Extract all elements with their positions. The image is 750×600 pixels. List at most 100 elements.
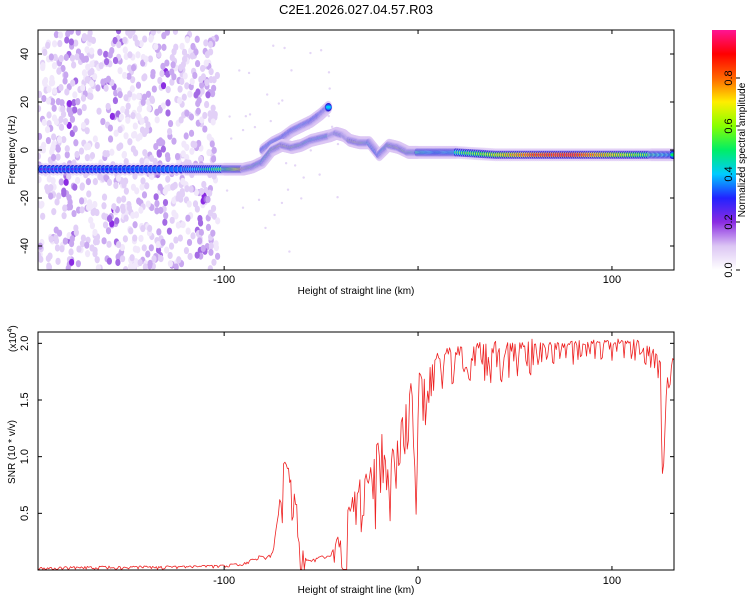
noise-speckle — [205, 223, 212, 232]
noise-speckle — [140, 224, 146, 233]
spectrogram-x-tick-label: -100 — [213, 274, 235, 286]
noise-speckle — [327, 71, 331, 74]
noise-speckle — [120, 105, 126, 114]
noise-speckle — [192, 141, 198, 149]
noise-speckle — [38, 152, 41, 160]
noise-speckle — [187, 90, 193, 98]
noise-speckle — [193, 48, 199, 56]
noise-speckle — [72, 125, 78, 133]
noise-speckle — [43, 76, 49, 85]
noise-speckle — [169, 216, 175, 224]
noise-speckle — [214, 71, 220, 80]
noise-speckle — [165, 70, 171, 78]
noise-speckle — [40, 212, 46, 220]
noise-speckle — [117, 125, 123, 134]
noise-speckle — [38, 200, 41, 208]
noise-speckle — [49, 97, 56, 106]
noise-speckle — [64, 88, 70, 96]
noise-speckle — [94, 208, 100, 217]
spectrogram-y-tick-label: -20 — [19, 190, 31, 206]
noise-speckle — [210, 155, 217, 163]
noise-speckle — [45, 186, 51, 195]
snr-multiplier-base: (x10 — [8, 332, 19, 352]
noise-speckle — [46, 175, 52, 183]
noise-speckle — [115, 258, 121, 267]
noise-speckle — [102, 221, 109, 229]
noise-speckle — [211, 146, 217, 154]
noise-speckle — [175, 221, 181, 229]
noise-speckle — [123, 187, 129, 195]
noise-speckle — [101, 212, 107, 220]
noise-speckle — [181, 93, 187, 101]
spectrogram-y-tick-label: 40 — [19, 48, 31, 60]
noise-speckle — [54, 198, 60, 206]
noise-speckle — [162, 218, 168, 226]
noise-speckle — [139, 183, 145, 191]
noise-speckle — [112, 36, 118, 45]
noise-speckle — [123, 214, 129, 222]
noise-speckle — [211, 84, 217, 92]
noise-speckle — [55, 98, 61, 106]
noise-speckle — [51, 208, 57, 216]
noise-speckle — [181, 48, 188, 56]
noise-speckle — [169, 53, 175, 62]
noise-speckle — [117, 67, 123, 75]
trace-core — [670, 153, 674, 157]
snr-multiplier-close: ) — [8, 325, 19, 328]
noise-speckle — [169, 78, 175, 86]
noise-speckle — [129, 254, 135, 262]
noise-speckle — [149, 95, 155, 103]
noise-speckle — [72, 183, 78, 191]
spectrogram-y-tick-label: 0 — [19, 147, 31, 153]
noise-speckle — [133, 149, 139, 157]
noise-speckle — [136, 197, 142, 205]
noise-speckle — [69, 54, 76, 62]
noise-speckle — [273, 213, 276, 217]
noise-speckle — [181, 140, 187, 148]
noise-speckle — [165, 154, 171, 163]
noise-speckle — [204, 100, 210, 109]
noise-speckle — [147, 259, 153, 267]
noise-speckle — [135, 112, 142, 120]
noise-speckle — [123, 132, 129, 140]
noise-speckle — [199, 187, 205, 196]
snr-multiplier-exponent: 4 — [7, 329, 14, 333]
noise-speckle — [142, 35, 148, 43]
noise-speckle — [183, 246, 190, 255]
noise-speckle — [203, 39, 209, 47]
spectrogram-y-tick-label: 20 — [19, 96, 31, 108]
noise-speckle — [208, 242, 214, 250]
noise-speckle — [73, 139, 79, 147]
colorbar-tick-label: 0.2 — [723, 214, 735, 229]
noise-speckle — [55, 145, 61, 153]
noise-speckle — [194, 59, 201, 68]
noise-speckle — [101, 202, 107, 210]
snr-x-tick-label: 0 — [415, 575, 421, 587]
noise-speckle — [225, 189, 229, 192]
noise-speckle — [153, 42, 159, 51]
noise-speckle — [74, 53, 80, 61]
noise-speckle — [155, 246, 162, 254]
noise-speckle — [51, 104, 57, 112]
noise-speckle — [114, 217, 120, 225]
noise-speckle — [84, 76, 90, 84]
noise-speckle — [130, 131, 137, 139]
noise-speckle — [106, 240, 112, 248]
noise-speckle — [96, 107, 102, 115]
noise-speckle — [128, 227, 134, 235]
noise-speckle — [122, 266, 129, 270]
noise-speckle — [140, 98, 146, 106]
noise-speckle — [162, 187, 168, 196]
noise-speckle — [69, 235, 75, 243]
noise-speckle — [119, 255, 126, 263]
noise-speckle — [63, 71, 69, 79]
noise-speckle — [79, 182, 85, 190]
noise-speckle — [177, 96, 183, 105]
noise-speckle — [139, 126, 146, 134]
noise-speckle — [45, 136, 51, 145]
noise-speckle — [105, 102, 111, 111]
noise-speckle — [166, 227, 173, 235]
noise-speckle — [189, 147, 195, 155]
noise-speckle — [107, 124, 113, 132]
noise-speckle — [170, 61, 176, 69]
